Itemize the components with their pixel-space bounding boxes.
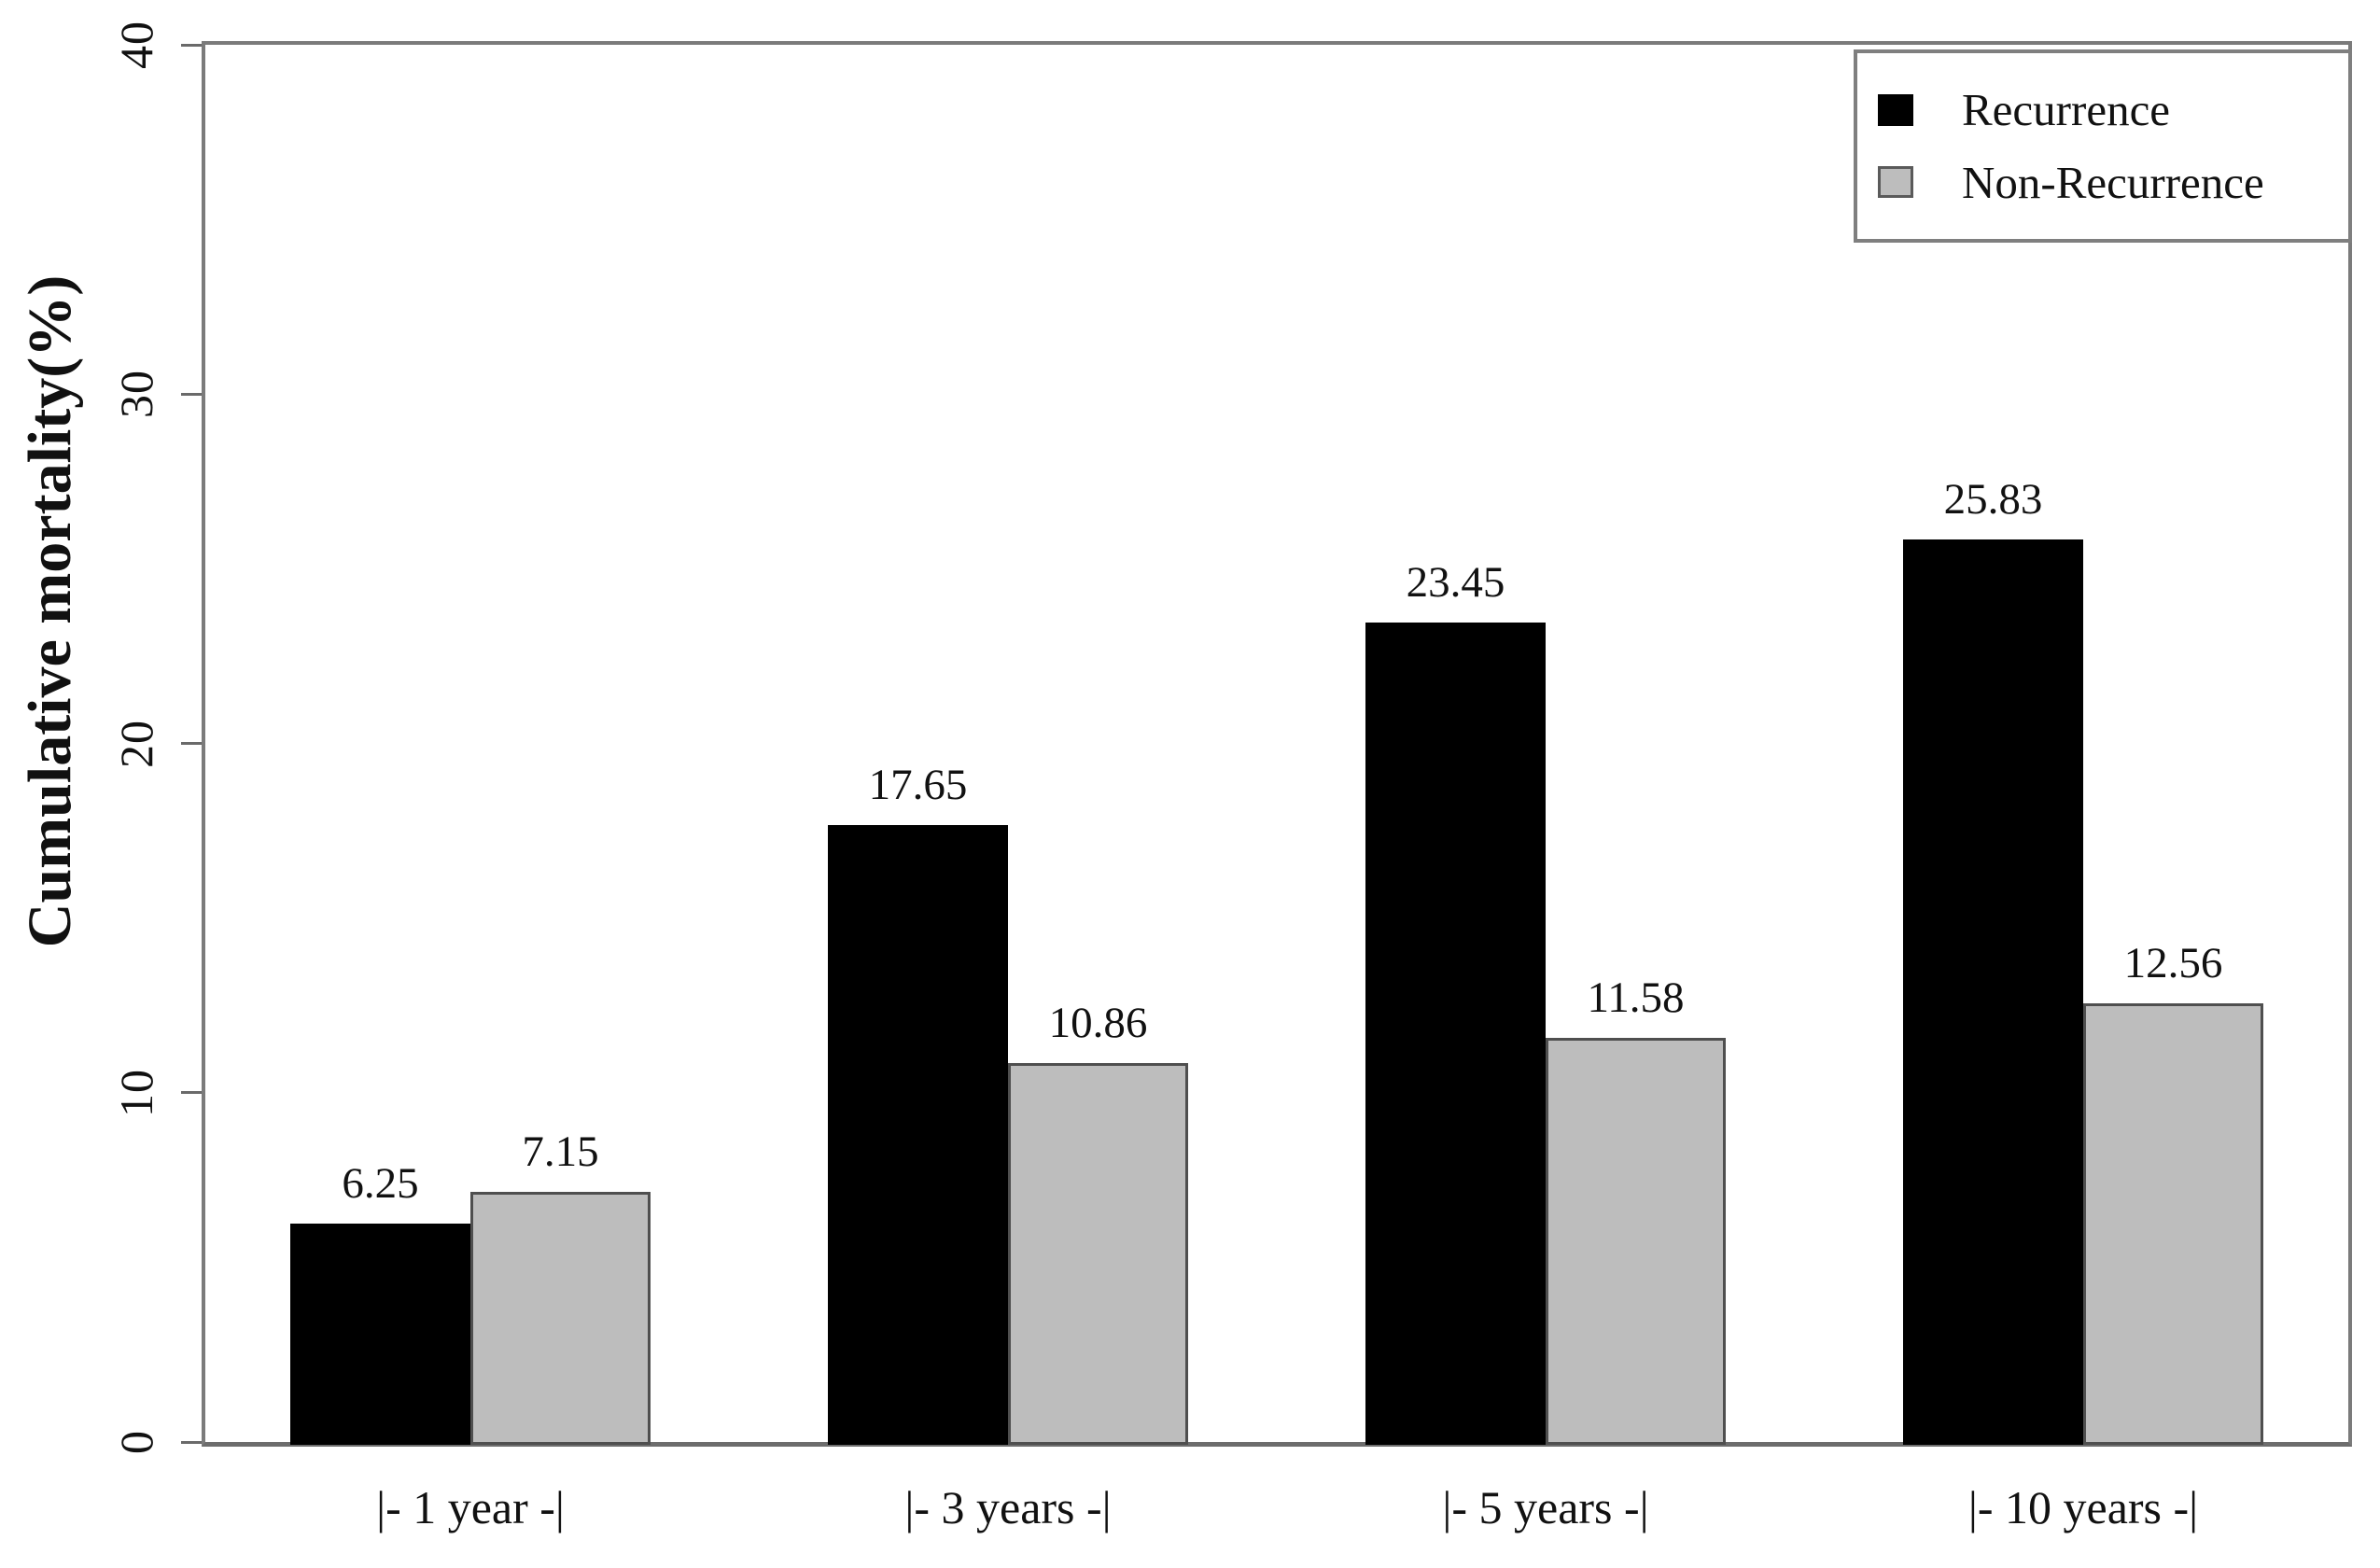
y-tick-mark xyxy=(181,1440,202,1444)
bar-value-label: 7.15 xyxy=(522,1127,599,1177)
bar-non-recurrence xyxy=(1008,1062,1188,1445)
y-tick-mark xyxy=(181,742,202,745)
recurrence-swatch-icon xyxy=(1878,93,1913,126)
y-tick-mark xyxy=(181,43,202,47)
bar-value-label: 25.83 xyxy=(1943,475,2043,525)
bar-value-label: 10.86 xyxy=(1048,998,1148,1047)
bar-recurrence xyxy=(1903,539,2083,1445)
y-tick-mark xyxy=(181,392,202,396)
x-tick-label: |- 10 years -| xyxy=(1967,1481,2199,1533)
y-tick-mark xyxy=(181,1091,202,1095)
plot-frame xyxy=(202,41,2352,1447)
y-tick-label: 40 xyxy=(110,21,162,69)
y-axis-title: Cumulative mortality(%) xyxy=(16,274,84,948)
bar-non-recurrence xyxy=(2083,1002,2263,1445)
x-tick-label: |- 3 years -| xyxy=(904,1481,1112,1533)
x-tick-label: |- 1 year -| xyxy=(376,1481,565,1533)
y-tick-label: 10 xyxy=(110,1068,162,1117)
y-tick-label: 20 xyxy=(110,719,162,768)
legend-label-non-recurrence: Non-Recurrence xyxy=(1962,156,2264,208)
legend: Recurrence Non-Recurrence xyxy=(1854,49,2352,243)
bar-value-label: 23.45 xyxy=(1406,558,1505,608)
non-recurrence-swatch-icon xyxy=(1878,166,1913,199)
bar-value-label: 17.65 xyxy=(868,761,968,810)
y-tick-label: 30 xyxy=(110,370,162,419)
bar-recurrence xyxy=(1365,623,1546,1445)
y-tick-label: 0 xyxy=(110,1430,162,1454)
legend-label-recurrence: Recurrence xyxy=(1962,83,2171,135)
bar-non-recurrence xyxy=(470,1192,651,1445)
x-tick-label: |- 5 years -| xyxy=(1442,1481,1649,1533)
bar-non-recurrence xyxy=(1546,1037,1726,1445)
bar-value-label: 11.58 xyxy=(1587,973,1685,1022)
legend-item-recurrence: Recurrence xyxy=(1878,83,2348,135)
bar-value-label: 12.56 xyxy=(2123,938,2223,987)
bar-recurrence xyxy=(828,825,1008,1445)
bar-recurrence xyxy=(290,1224,470,1445)
legend-item-non-recurrence: Non-Recurrence xyxy=(1878,156,2348,208)
bar-value-label: 6.25 xyxy=(342,1159,419,1209)
